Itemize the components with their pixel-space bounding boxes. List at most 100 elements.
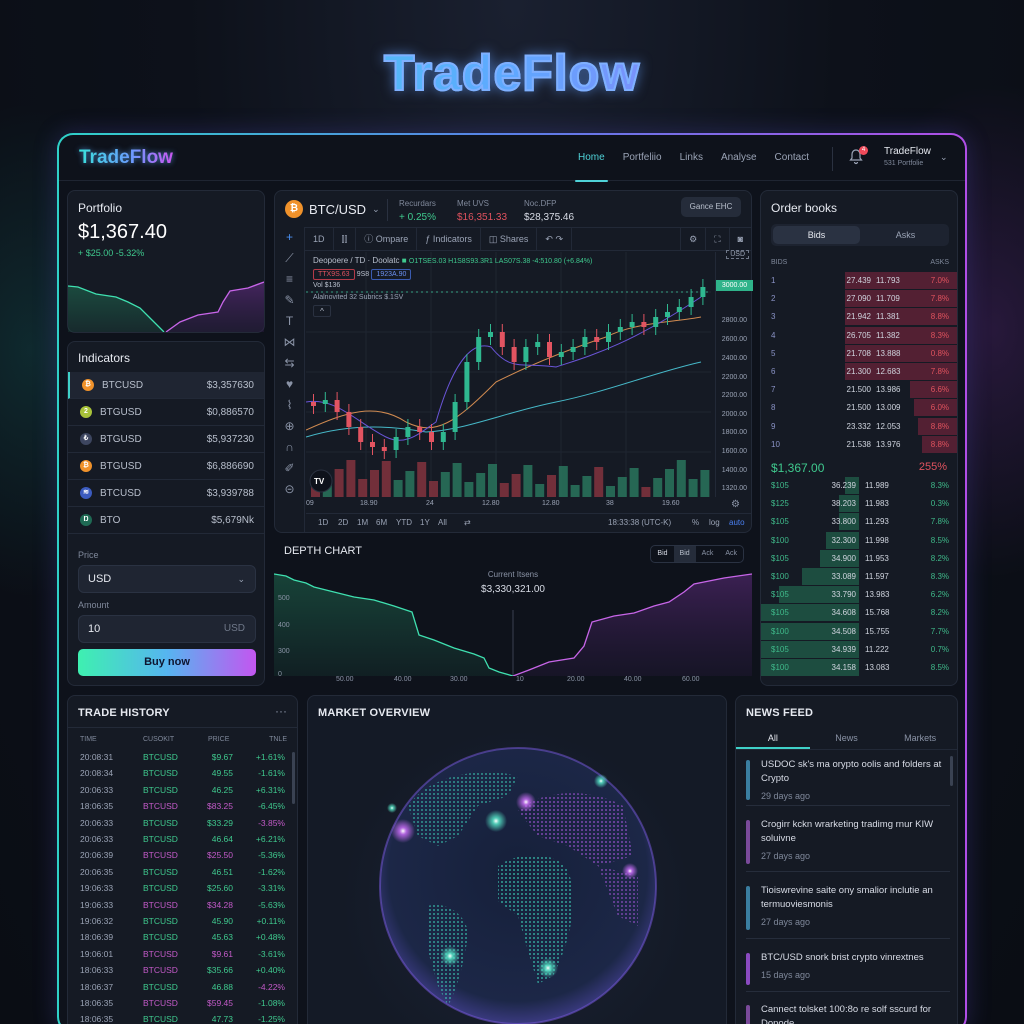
- trade-row[interactable]: 19:06:01 BTCUSD $9.61 -3.61%: [80, 948, 285, 959]
- scrollbar[interactable]: [950, 756, 953, 786]
- trade-row[interactable]: 18:06:35 BTCUSD $83.25 -6.45%: [80, 801, 285, 812]
- ruler-icon[interactable]: ⌇: [286, 398, 293, 412]
- news-item[interactable]: Tioiswrevine saite ony smalior inclutie …: [746, 884, 950, 930]
- parallel-lines-icon[interactable]: ≡: [285, 272, 293, 286]
- order-book-ask-row[interactable]: 10 21.538 13.976 8.8%: [761, 435, 959, 454]
- nav-link-portfolio[interactable]: Portfeliio: [622, 152, 662, 163]
- undo-redo-icon[interactable]: ↶ ↷: [537, 227, 572, 251]
- news-item[interactable]: Crogirr kckn wrarketing tradimg rnur KIW…: [746, 818, 950, 864]
- nav-link-contact[interactable]: Contact: [774, 152, 809, 163]
- trade-row[interactable]: 20:06:33 BTCUSD 46.25 +6.31%: [80, 784, 285, 795]
- trade-row[interactable]: 20:08:34 BTCUSD 49.55 -1.61%: [80, 768, 285, 779]
- log-toggle[interactable]: log: [709, 518, 720, 527]
- range-ytd[interactable]: YTD: [396, 518, 412, 527]
- settings-icon[interactable]: ⚙: [680, 227, 707, 251]
- indicators-button[interactable]: ƒ Indicators: [417, 227, 481, 251]
- order-book-bid-row[interactable]: $105 34.608 15.768 8.2%: [761, 604, 959, 622]
- candle-type-icon[interactable]: ⫿⫿: [334, 227, 357, 251]
- order-book-bid-row[interactable]: $125 38.203 11.983 0.3%: [761, 495, 959, 513]
- collapse-legend-button[interactable]: ^: [313, 305, 331, 317]
- order-book-bid-row[interactable]: $105 36.239 11.989 8.3%: [761, 477, 959, 495]
- trade-row[interactable]: 18:06:35 BTCUSD 47.73 -1.25%: [80, 1014, 285, 1024]
- trade-row[interactable]: 20:06:33 BTCUSD $33.29 -3.85%: [80, 817, 285, 828]
- compare-button[interactable]: ⓘ Ompare: [356, 227, 418, 251]
- order-book-bid-row[interactable]: $100 32.300 11.998 8.5%: [761, 531, 959, 550]
- range-all[interactable]: All: [438, 518, 447, 527]
- order-book-ask-row[interactable]: 7 21.500 13.986 6.6%: [761, 381, 959, 399]
- tab-bids[interactable]: Bids: [773, 226, 860, 244]
- app-logo[interactable]: TradeFlow: [79, 147, 173, 168]
- notification-button[interactable]: 4: [849, 146, 868, 167]
- shares-button[interactable]: ◫ Shares: [481, 227, 538, 251]
- indicator-row[interactable]: ₿ BTGUSD $6,886690: [68, 453, 264, 480]
- indicator-row[interactable]: ≋ BTCUSD $3,939788: [68, 480, 264, 507]
- order-book-bid-row[interactable]: $105 33.790 13.983 6.2%: [761, 586, 959, 604]
- clock-time[interactable]: 18:33:38 (UTC-K): [608, 518, 672, 527]
- range-2d[interactable]: 2D: [338, 518, 349, 527]
- trade-row[interactable]: 18:06:33 BTCUSD $35.66 +0.40%: [80, 965, 285, 976]
- measure-icon[interactable]: ⇆: [284, 356, 295, 370]
- nav-link-home[interactable]: Home: [569, 135, 614, 182]
- order-book-ask-row[interactable]: 6 21.300 12.683 7.8%: [761, 363, 959, 381]
- fullscreen-icon[interactable]: ⛶: [706, 227, 730, 251]
- buy-now-button[interactable]: Buy now: [78, 649, 256, 676]
- trade-row[interactable]: 20:06:33 BTCUSD 46.64 +6.21%: [80, 834, 285, 844]
- trade-row[interactable]: 19:06:33 BTCUSD $25.60 -3.31%: [80, 883, 285, 894]
- interval-button[interactable]: 1D: [305, 227, 334, 251]
- chart-settings-icon[interactable]: ⚙: [731, 499, 740, 510]
- trade-row[interactable]: 18:06:37 BTCUSD 46.88 -4.22%: [80, 981, 285, 992]
- order-book-bid-row[interactable]: $100 34.158 13.083 8.5%: [761, 659, 959, 677]
- indicator-row[interactable]: ₺ BTGUSD $5,937230: [68, 426, 264, 453]
- percent-toggle[interactable]: %: [692, 518, 700, 527]
- price-axis[interactable]: USD 3000.00 2800.00 2600.00 2400.00 2200…: [715, 250, 753, 497]
- depth-chart[interactable]: 500 400 300 0: [274, 570, 752, 676]
- zoom-icon[interactable]: ⊕: [284, 419, 295, 433]
- depth-toggle-bid-2[interactable]: Bid: [673, 546, 696, 562]
- camera-icon[interactable]: ◙: [737, 234, 743, 244]
- more-options-icon[interactable]: ···: [275, 704, 287, 718]
- order-book-ask-row[interactable]: 5 21.708 13.888 0.8%: [761, 344, 959, 363]
- tab-markets[interactable]: Markets: [904, 733, 937, 743]
- candlestick-chart[interactable]: TV: [306, 252, 711, 497]
- trade-row[interactable]: 18:06:35 BTCUSD $59.45 -1.08%: [80, 998, 285, 1008]
- news-item[interactable]: Cannect tolsket 100:8o re solf sscurd fo…: [746, 1003, 950, 1024]
- indicator-row[interactable]: Ŋ BTO $5,679Nk: [68, 507, 264, 534]
- tab-news[interactable]: News: [835, 733, 858, 743]
- heart-icon[interactable]: ♥: [285, 377, 294, 391]
- depth-toggle-ask[interactable]: Ack: [701, 550, 714, 557]
- range-1d[interactable]: 1D: [318, 518, 329, 527]
- order-book-bid-row[interactable]: $100 33.089 11.597 8.3%: [761, 568, 959, 586]
- trend-line-icon[interactable]: ⟋: [285, 251, 294, 265]
- range-1y[interactable]: 1Y: [420, 518, 430, 527]
- order-book-ask-row[interactable]: 8 21.500 13.009 6.0%: [761, 399, 959, 417]
- price-currency-select[interactable]: USD ⌄: [78, 565, 256, 593]
- lock-icon[interactable]: ⊝: [284, 482, 295, 496]
- user-menu[interactable]: TradeFlow 531 Portfolie ⌄: [884, 146, 948, 167]
- order-book-ask-row[interactable]: 9 23.332 12.053 8.8%: [761, 417, 959, 436]
- trade-row[interactable]: 19:06:32 BTCUSD 45.90 +0.11%: [80, 916, 285, 926]
- pair-selector[interactable]: ₿ BTC/USD ⌄: [285, 200, 380, 218]
- news-item[interactable]: BTC/USD snork brist crypto vinrextnes 15…: [746, 951, 950, 985]
- magnet-icon[interactable]: ∩: [285, 440, 294, 454]
- pencil-lock-icon[interactable]: ✐: [284, 461, 295, 475]
- range-6m[interactable]: 6M: [376, 518, 388, 527]
- indicator-row[interactable]: ₿ BTCUSD $3,357630: [68, 372, 264, 399]
- brush-icon[interactable]: ✎: [284, 293, 295, 307]
- trade-row[interactable]: 18:06:39 BTCUSD 45.63 +0.48%: [80, 932, 285, 943]
- tab-all[interactable]: All: [736, 726, 810, 749]
- trade-row[interactable]: 20:08:31 BTCUSD $9.67 +1.61%: [80, 752, 285, 762]
- auto-toggle[interactable]: auto: [729, 518, 745, 527]
- trade-row[interactable]: 19:06:33 BTCUSD $34.28 -5.63%: [80, 899, 285, 910]
- trade-row[interactable]: 20:06:39 BTCUSD $25.50 -5.36%: [80, 850, 285, 861]
- pattern-icon[interactable]: ⋈: [283, 335, 296, 349]
- order-book-ask-row[interactable]: 4 26.705 11.382 8.3%: [761, 326, 959, 345]
- depth-toggle-bid[interactable]: Bid: [657, 550, 668, 557]
- crosshair-icon[interactable]: +: [285, 230, 293, 244]
- indicator-row[interactable]: 2 BTGUSD $0,886570: [68, 399, 264, 426]
- order-book-bid-row[interactable]: $100 34.508 15.755 7.7%: [761, 622, 959, 641]
- trade-row[interactable]: 20:06:35 BTCUSD 46.51 -1.62%: [80, 866, 285, 877]
- nav-link-links[interactable]: Links: [679, 152, 703, 163]
- order-book-ask-row[interactable]: 2 27.090 11.709 7.8%: [761, 290, 959, 308]
- order-book-bid-row[interactable]: $105 33.800 11.293 7.8%: [761, 513, 959, 531]
- nav-link-analyse[interactable]: Analyse: [720, 152, 757, 163]
